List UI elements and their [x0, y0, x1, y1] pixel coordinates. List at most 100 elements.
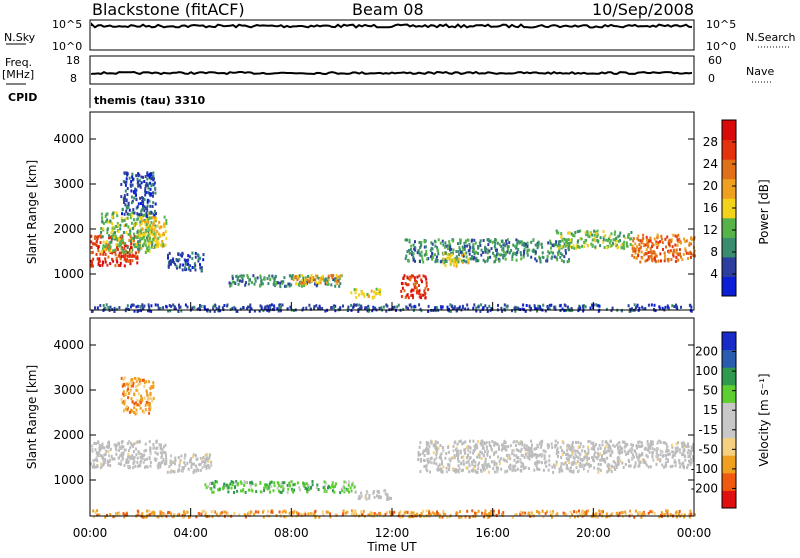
vel-cells-cell — [611, 464, 613, 468]
vel-cells-cell — [671, 464, 674, 468]
vel-cells-cell — [229, 482, 232, 486]
power-cells-cell — [511, 309, 513, 313]
vel-cells-cell — [313, 512, 316, 516]
power-cells-cell — [424, 292, 426, 295]
y-tick-label: 3000 — [53, 383, 84, 397]
vel-cells-cell — [301, 513, 304, 517]
power-cells-cell — [541, 245, 544, 249]
vel-cells-cell — [644, 513, 647, 517]
power-cells-cell — [645, 235, 648, 239]
power-cells-cell — [417, 249, 420, 253]
vel-cells-cell — [535, 447, 538, 450]
power-cells-cell — [569, 238, 572, 242]
power-cells-cell — [370, 289, 373, 293]
power-cells-cell — [584, 231, 587, 235]
vel-cells-cell — [122, 445, 125, 449]
power-cells-cell — [350, 291, 353, 295]
power-cells-cell — [570, 246, 573, 249]
vel-cells-cell — [571, 451, 574, 455]
vel-cells-cell — [683, 444, 686, 448]
power-cells-cell — [577, 307, 580, 311]
vel-cells-cell — [349, 486, 352, 490]
vel-cells-cell — [135, 408, 138, 412]
power-cells-cell — [450, 247, 453, 251]
vel-cells-cell — [126, 406, 129, 410]
vel-cells-cell — [207, 485, 210, 489]
vel-cells-cell — [555, 463, 558, 467]
vel-cells-cell — [679, 450, 682, 454]
power-cells-cell — [129, 183, 132, 187]
power-cells-cell — [124, 180, 127, 184]
vel-cells-cell — [586, 509, 589, 513]
vel-cells-cell — [455, 469, 458, 473]
vel-cells-cell — [556, 449, 558, 453]
power-cells-cell — [657, 241, 660, 245]
power-cells-cell — [593, 233, 596, 237]
vel-cells-cell — [453, 454, 456, 457]
power-cells-cell — [373, 290, 376, 294]
vel-cells-cell — [689, 450, 692, 454]
vel-cells-cell — [483, 468, 486, 472]
vel-cells-cell — [666, 511, 669, 515]
vel-cells-cell — [157, 466, 160, 470]
vel-cells-cell — [509, 444, 512, 448]
power-cells-cell — [401, 282, 404, 286]
power-cells-cell — [574, 231, 577, 234]
power-cells-cell — [594, 239, 597, 243]
y-tick-label: 4000 — [53, 338, 84, 352]
vel-cells-cell — [608, 449, 611, 453]
power-cells-cell — [496, 248, 498, 252]
vel-cells-cell — [624, 510, 627, 514]
power-cells-cell — [424, 287, 427, 291]
vel-cells-cell — [137, 377, 140, 381]
power-cells-cell — [139, 234, 142, 238]
power-cells-cell — [132, 226, 134, 230]
vel-cells-cell — [441, 446, 444, 449]
power-cells-cell — [539, 305, 542, 309]
power-cells-cell — [169, 309, 172, 313]
vel-cells-cell — [674, 464, 677, 468]
vel-cells-cell — [372, 512, 375, 516]
vel-cells-cell — [376, 513, 378, 517]
power-cells-cell — [471, 246, 474, 249]
vel-cells-cell — [201, 457, 204, 460]
vel-cells-cell — [137, 382, 140, 386]
vel-cells-cell — [687, 442, 689, 446]
vel-cells-cell — [618, 448, 621, 452]
vel-cells-cell — [98, 448, 101, 452]
power-cells-cell — [326, 279, 329, 283]
power-cells-cell — [165, 221, 168, 225]
power-cells-cell — [633, 303, 636, 307]
velocity-colorbar-label: Velocity [m s⁻¹] — [757, 373, 771, 466]
vel-cells-cell — [471, 509, 474, 513]
power-cells-cell — [152, 194, 154, 198]
power-cells-cell — [688, 243, 691, 247]
power-cells-cell — [536, 309, 538, 313]
power-cells-cell — [654, 309, 657, 313]
power-cells-cell — [641, 256, 644, 260]
vel-cells-cell — [121, 440, 124, 443]
vel-cells-cell — [120, 462, 122, 466]
power-cells-cell — [506, 248, 509, 252]
vel-cells-cell — [124, 513, 127, 517]
power-cells-cell — [140, 231, 143, 235]
power-cells-cell — [252, 274, 255, 278]
vel-cells-cell — [605, 512, 608, 516]
vel-cells-cell — [672, 450, 675, 454]
power-cells-cell — [556, 231, 559, 235]
power-cells-cell — [366, 309, 369, 313]
power-cells-cell — [144, 189, 147, 193]
vel-cells-cell — [226, 486, 229, 490]
vel-cells-cell — [681, 453, 683, 457]
power-cells-cell — [645, 252, 648, 256]
power-cells-cell — [274, 274, 277, 278]
power-cells-cell — [127, 233, 130, 236]
vel-cells-cell — [508, 453, 511, 457]
vel-cells-cell — [538, 468, 541, 471]
vel-cells-cell — [113, 457, 116, 461]
power-cells-cell — [152, 183, 155, 187]
vel-cells-cell — [618, 452, 621, 456]
vel-cells-cell — [652, 458, 655, 462]
vel-cells-cell — [140, 394, 142, 398]
vel-cells-cell — [379, 495, 382, 499]
